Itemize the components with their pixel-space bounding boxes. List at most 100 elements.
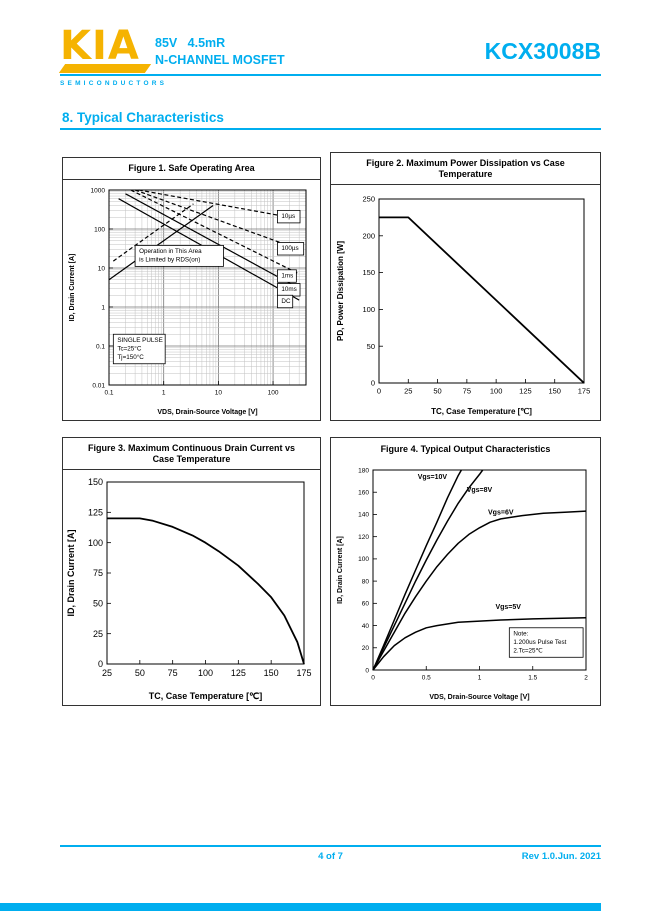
y-tick-label: 75 [93, 568, 103, 578]
y-tick-label: 200 [362, 231, 375, 240]
annotation-box [277, 294, 294, 309]
y-tick-label: 180 [358, 467, 369, 474]
y-tick-label: 20 [362, 645, 370, 652]
x-tick-label: 25 [102, 668, 112, 678]
annotation-box [277, 209, 301, 224]
annotation-text: 1.200us Pulse Test [513, 639, 566, 646]
series-vgs-8v [372, 469, 484, 671]
series-label: Vgs=8V [467, 487, 493, 494]
x-axis-label: TC, Case Temperature [℃] [149, 691, 262, 701]
y-tick-label: 0 [371, 379, 375, 388]
y-tick-label: 50 [93, 598, 103, 608]
x-tick-label: 100 [490, 387, 503, 396]
x-tick-label: 150 [548, 387, 561, 396]
series-pd-vs-tc [379, 216, 585, 384]
x-tick-label: 0 [371, 675, 375, 682]
x-axis-label: VDS, Drain-Source Voltage [V] [429, 694, 529, 701]
annotation-text: 100µs [281, 245, 298, 252]
y-axis-label: ID, Drain Current [A] [66, 529, 76, 616]
annotation-box [277, 242, 305, 256]
revision-label: Rev 1.0.Jun. 2021 [521, 851, 601, 862]
x-tick-label: 175 [578, 387, 591, 396]
annotation-box [134, 244, 224, 267]
footer-bottom-bar [0, 903, 601, 911]
x-tick-label: 175 [296, 668, 311, 678]
x-tick-label: 75 [463, 387, 471, 396]
figure3-title: Figure 3. Maximum Continuous Drain Curre… [63, 438, 320, 470]
series-label: Vgs=10V [418, 474, 448, 481]
section-rule [60, 128, 601, 130]
figure2-chart-power-dissipation: 0 25 50 75 100 125 150 175 0 50 100 150 200 250 TC, Ca… [336, 195, 591, 416]
series-vgs-6v [372, 510, 587, 671]
annotation-text: 10µs [281, 213, 295, 220]
page-number: 4 of 7 [318, 851, 343, 862]
y-tick-label: 0 [98, 659, 103, 669]
x-tick-label: 125 [519, 387, 532, 396]
x-tick-label: 100 [198, 668, 213, 678]
y-tick-label: 250 [362, 195, 375, 204]
x-tick-label: 10 [215, 390, 223, 397]
kia-logo: KIA [60, 23, 140, 69]
section-title: 8. Typical Characteristics [62, 110, 224, 125]
plot-border [106, 481, 305, 665]
y-tick-label: 100 [358, 556, 369, 563]
y-tick-label: 80 [362, 578, 370, 585]
series-label: Vgs=6V [488, 509, 514, 516]
annotation-box [112, 333, 166, 365]
y-tick-label: 100 [94, 226, 105, 233]
y-tick-label: 120 [358, 534, 369, 541]
y-tick-label: 100 [88, 538, 103, 548]
annotation-text: 1ms [281, 272, 293, 279]
x-tick-label: 0.5 [422, 675, 431, 682]
annotation-text: SINGLE PULSE [117, 337, 163, 344]
x-tick-label: 0 [377, 387, 381, 396]
plot-border [378, 198, 585, 384]
series-pulse-1ms [130, 189, 300, 275]
device-spec: 85V 4.5mR N-CHANNEL MOSFET [155, 36, 285, 67]
x-tick-label: 50 [135, 668, 145, 678]
y-tick-label: 1000 [91, 187, 106, 194]
series-id-vs-tc [107, 517, 305, 665]
figure4-title: Figure 4. Typical Output Characteristics [380, 443, 551, 454]
y-tick-label: 160 [358, 489, 369, 496]
series-label: Vgs=5V [495, 604, 521, 611]
figure3-panel: Figure 3. Maximum Continuous Drain Curre… [62, 437, 321, 706]
x-tick-label: 1.5 [528, 675, 537, 682]
y-axis-label: ID, Drain Current [A] [69, 254, 76, 322]
kia-logo-swoosh [58, 64, 152, 73]
y-axis-label: ID, Drain Current [A] [337, 536, 344, 604]
series-pulse-10us [138, 189, 300, 220]
annotation-box [508, 627, 584, 658]
y-axis-label: PD, Power Dissipation [W] [336, 241, 345, 341]
y-tick-label: 0 [365, 667, 369, 674]
x-tick-label: 100 [268, 390, 279, 397]
y-tick-label: 150 [362, 268, 375, 277]
x-tick-label: 150 [264, 668, 279, 678]
x-tick-label: 75 [168, 668, 178, 678]
y-tick-label: 50 [367, 342, 375, 351]
series-vgs-5v [372, 617, 587, 671]
x-tick-label: 1 [162, 390, 166, 397]
y-tick-label: 60 [362, 601, 370, 608]
part-number: KCX3008B [484, 38, 601, 64]
device-type: N-CHANNEL MOSFET [155, 53, 285, 67]
header-rule [60, 74, 601, 76]
plot-border [108, 189, 307, 386]
series-vgs-10v [372, 469, 463, 671]
annotation-text: Note: [513, 630, 528, 637]
device-rating: 85V 4.5mR [155, 36, 226, 50]
x-axis-label: VDS, Drain-Source Voltage [V] [157, 409, 257, 416]
y-tick-label: 40 [362, 623, 370, 630]
annotation-text: DC [281, 298, 291, 305]
series-pulse-100us [134, 189, 300, 250]
figure2-title: Figure 2. Maximum Power Dissipation vs C… [331, 153, 600, 185]
x-tick-label: 50 [433, 387, 441, 396]
x-tick-label: 25 [404, 387, 412, 396]
kia-logo-subtext: SEMICONDUCTORS [60, 80, 168, 87]
y-tick-label: 125 [88, 507, 103, 517]
x-tick-label: 2 [584, 675, 588, 682]
figure1-title: Figure 1. Safe Operating Area [63, 158, 320, 180]
